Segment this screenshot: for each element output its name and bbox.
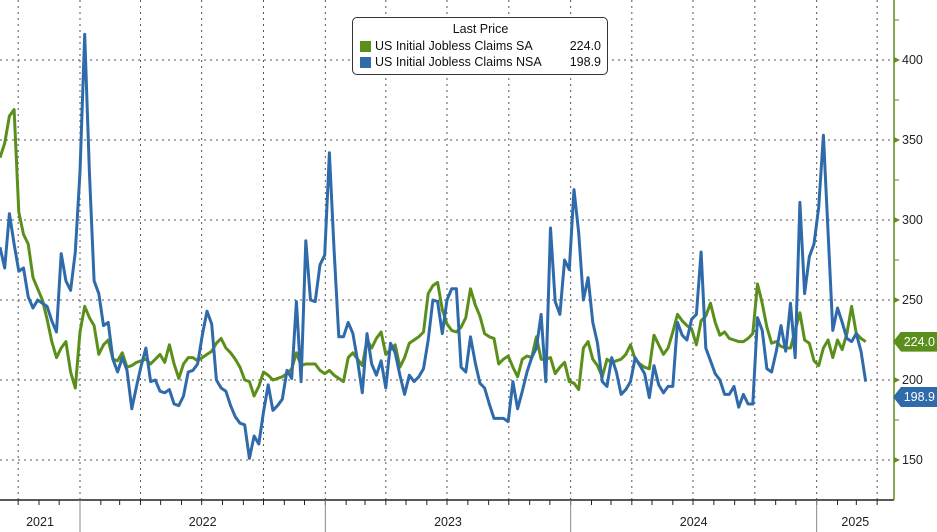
x-tick-label: 2021	[26, 515, 54, 529]
y-tick	[894, 217, 900, 223]
legend-value-nsa: 198.9	[569, 55, 601, 69]
y-tick	[894, 457, 900, 463]
legend-item-sa: US Initial Jobless Claims SA 224.0	[360, 38, 601, 54]
legend: Last Price US Initial Jobless Claims SA …	[352, 17, 608, 75]
y-tick	[894, 377, 900, 383]
series-line-nsa	[0, 32, 868, 460]
x-tick-label: 2023	[434, 515, 462, 529]
legend-swatch-nsa	[360, 56, 371, 68]
series-line-sa	[0, 108, 867, 398]
y-tick	[894, 297, 900, 303]
last-value-tag-sa: 224.0	[893, 331, 937, 352]
legend-label-sa: US Initial Jobless Claims SA	[375, 39, 533, 53]
legend-item-nsa: US Initial Jobless Claims NSA 198.9	[360, 54, 601, 70]
y-tick-label: 300	[902, 213, 923, 227]
legend-value-sa: 224.0	[569, 39, 601, 53]
y-tick	[894, 57, 900, 63]
y-tick-label: 400	[902, 53, 923, 67]
x-tick-label: 2025	[841, 515, 869, 529]
legend-swatch-sa	[360, 40, 371, 52]
gridlines	[0, 0, 894, 500]
y-tick	[894, 137, 900, 143]
last-value-tag-nsa: 198.9	[893, 387, 937, 407]
x-tick-label: 2024	[680, 515, 708, 529]
y-tick-label: 350	[902, 133, 923, 147]
legend-label-nsa: US Initial Jobless Claims NSA	[375, 55, 542, 69]
y-tick-label: 250	[902, 293, 923, 307]
x-tick-label: 2022	[189, 515, 217, 529]
y-tick-label: 200	[902, 373, 923, 387]
legend-title: Last Price	[452, 22, 509, 36]
y-tick-label: 150	[902, 453, 923, 467]
series-lines	[0, 32, 868, 460]
